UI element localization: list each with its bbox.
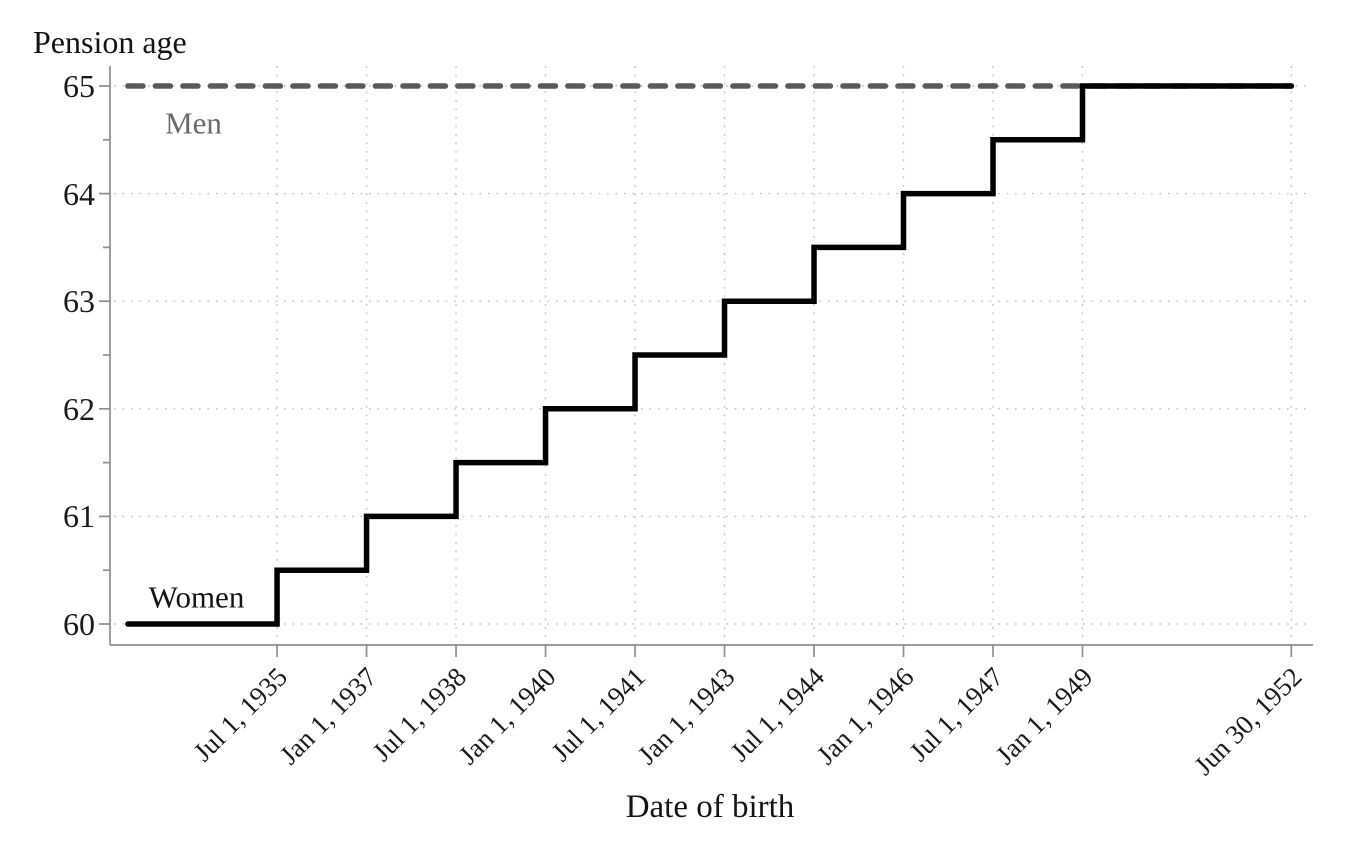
y-axis-label-63: 63 [63,283,95,320]
men-series-label: Men [165,105,222,141]
y-axis-label-62: 62 [63,390,95,427]
chart-title: Pension age [33,24,187,60]
women-series-label: Women [148,579,245,615]
x-axis-title: Date of birth [625,789,795,825]
women-pension-age-step-line [125,83,1295,627]
y-axis-label-65: 65 [63,68,95,104]
y-axis-label-61: 61 [63,498,95,535]
y-axis-label-64: 64 [63,175,95,212]
y-axis-label-60: 60 [63,606,95,642]
